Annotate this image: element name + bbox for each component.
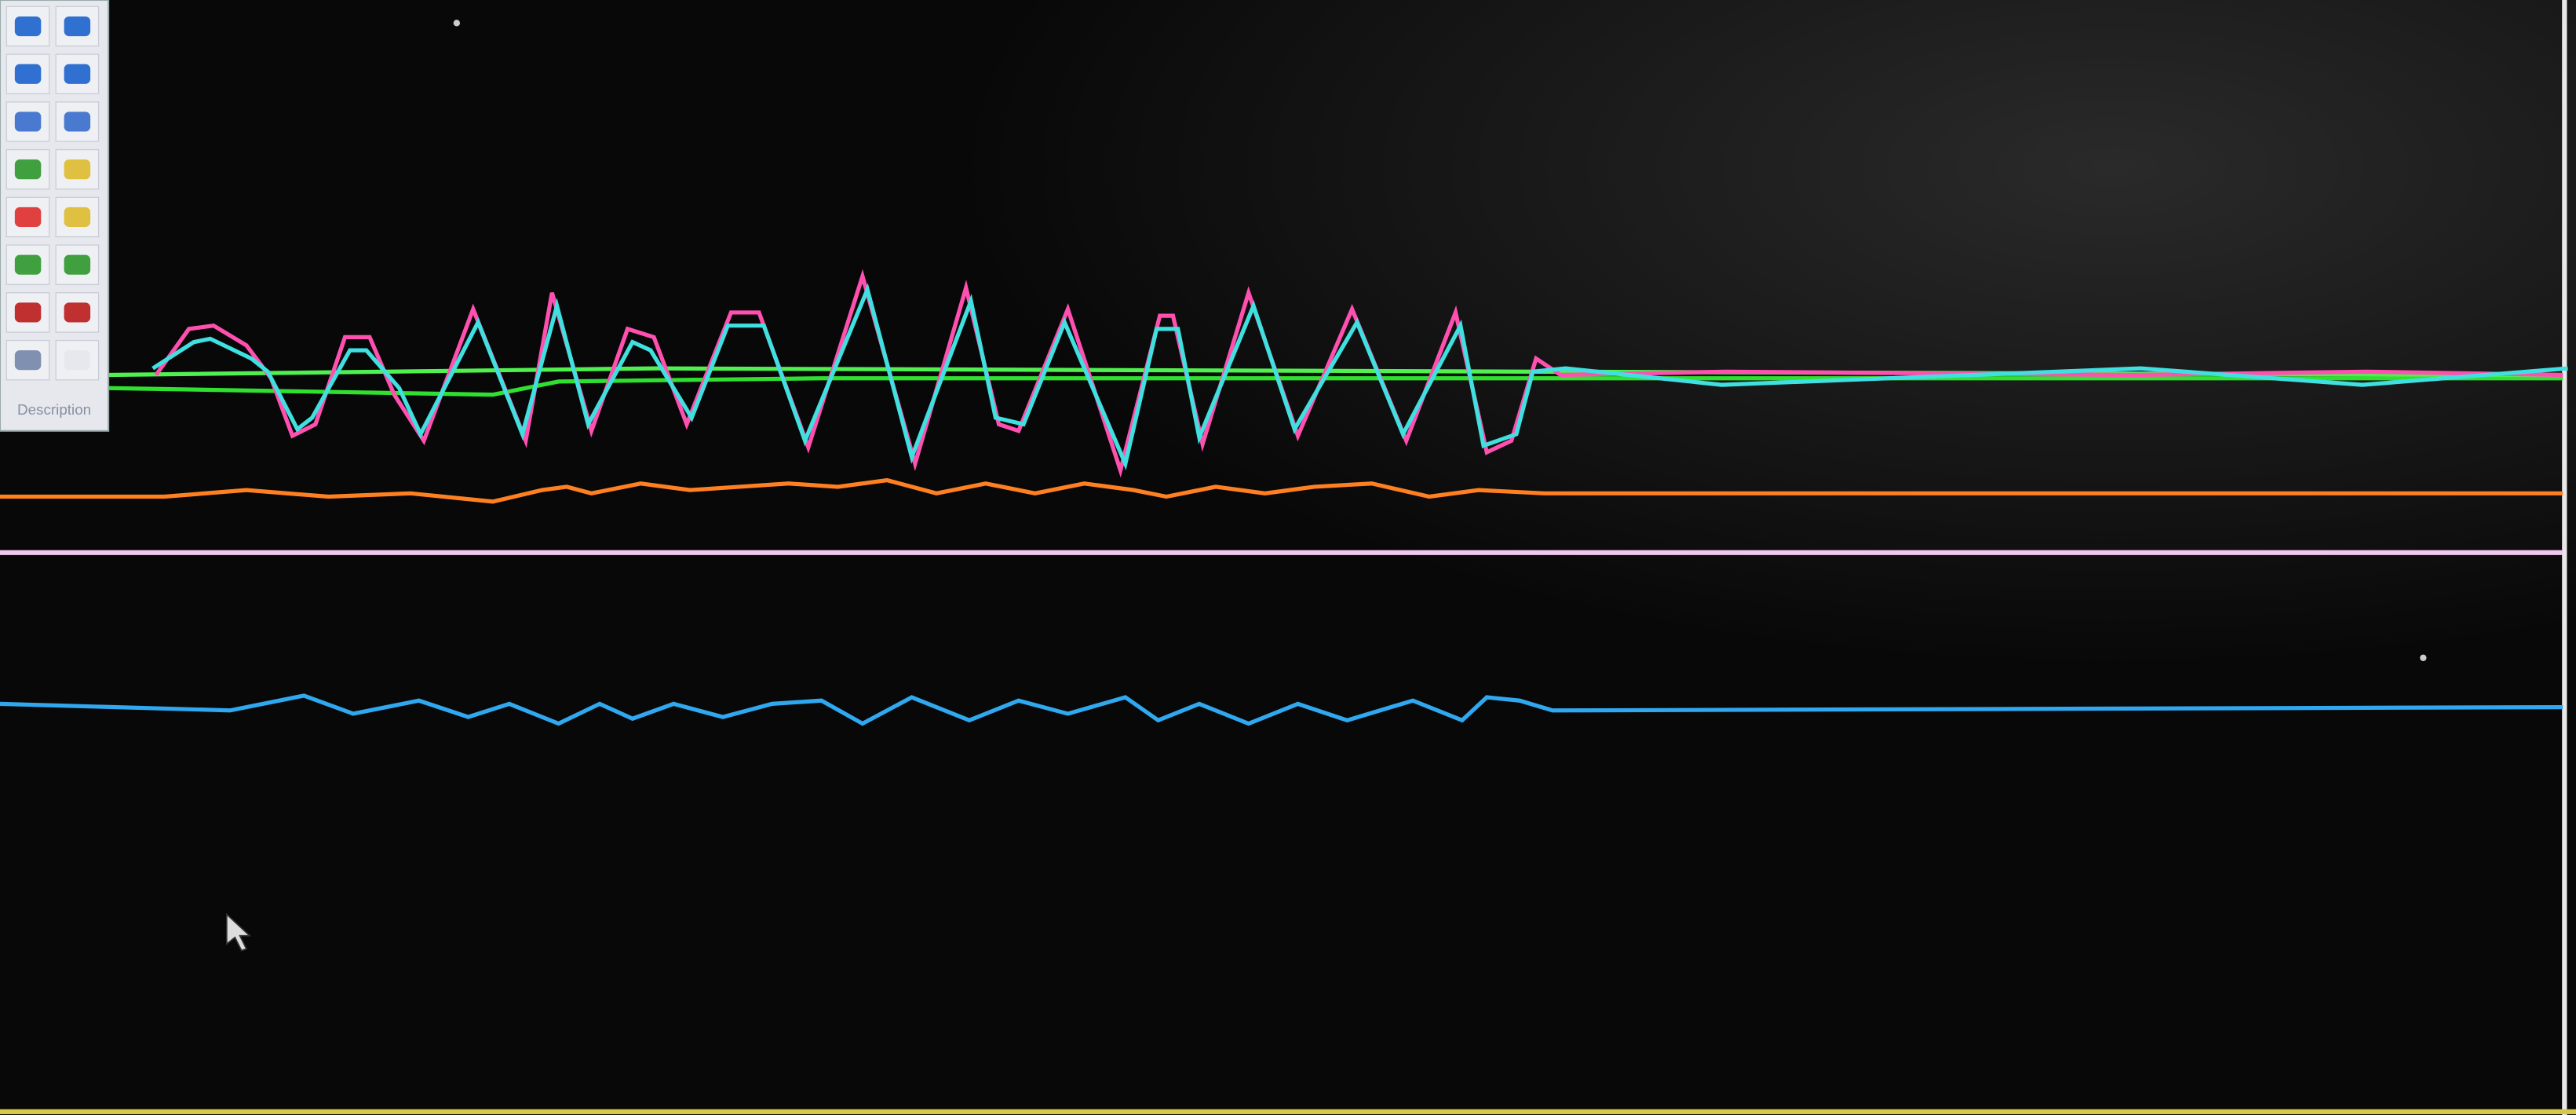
button-icon[interactable]: [64, 159, 91, 180]
blue-trace: [0, 693, 2563, 726]
button-icon[interactable]: [14, 159, 42, 180]
button-icon[interactable]: [14, 112, 42, 132]
toolbar-button[interactable]: [55, 244, 100, 285]
button-icon[interactable]: [64, 302, 91, 323]
dust: [2420, 654, 2427, 661]
cyan-trace: [151, 283, 2568, 470]
button-icon[interactable]: [64, 207, 91, 228]
toolbar-button[interactable]: [5, 339, 50, 381]
button-face[interactable]: [5, 244, 50, 285]
toolbar-button[interactable]: [5, 292, 50, 333]
button-icon[interactable]: [14, 350, 42, 371]
toolbar-button[interactable]: [5, 5, 50, 47]
button-icon[interactable]: [14, 64, 42, 84]
toolbar-button[interactable]: [55, 53, 100, 95]
button-icon[interactable]: [14, 207, 42, 228]
green-trace: [108, 376, 2563, 397]
toolbar-label: Description: [17, 401, 91, 418]
button-icon[interactable]: [14, 254, 42, 275]
toolbar: Description: [0, 0, 110, 432]
toolbar-button[interactable]: [5, 148, 50, 190]
toolbar-button[interactable]: [5, 244, 50, 285]
toolbar-button[interactable]: [55, 196, 100, 238]
button-icon[interactable]: [14, 302, 42, 323]
button-icon[interactable]: [64, 350, 91, 371]
button-face[interactable]: [5, 5, 50, 47]
toolbar-button[interactable]: [5, 53, 50, 95]
button-icon[interactable]: [14, 16, 42, 37]
toolbar-button[interactable]: [5, 101, 50, 142]
toolbar-button[interactable]: [55, 5, 100, 47]
mouse-cursor: [226, 912, 252, 952]
toolbar-button[interactable]: [55, 101, 100, 142]
button-face[interactable]: [5, 196, 50, 238]
button-face[interactable]: [55, 101, 100, 142]
toolbar-button[interactable]: [5, 196, 50, 238]
traces: [0, 269, 2568, 726]
button-icon[interactable]: [64, 112, 91, 132]
toolbar-button[interactable]: [55, 292, 100, 333]
dust: [453, 20, 461, 27]
button-icon[interactable]: [64, 254, 91, 275]
button-icon[interactable]: [64, 64, 91, 84]
toolbar-button[interactable]: [55, 339, 100, 381]
toolbar-icons: [5, 5, 100, 381]
toolbar-button[interactable]: [55, 148, 100, 190]
orange-trace: [0, 477, 2563, 504]
button-icon[interactable]: [64, 16, 91, 37]
